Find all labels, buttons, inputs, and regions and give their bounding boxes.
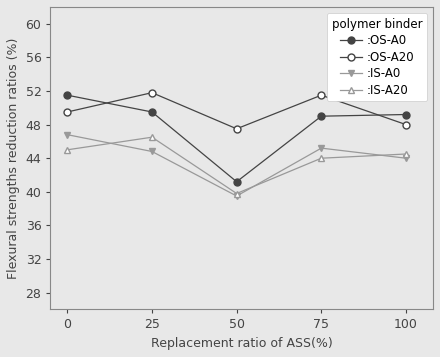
- :IS-A20: [403, 152, 409, 156]
- :OS-A0: [149, 110, 154, 114]
- :OS-A0: [319, 114, 324, 118]
- :OS-A0: [65, 93, 70, 97]
- Line: :OS-A20: :OS-A20: [64, 89, 410, 132]
- :OS-A20: [403, 122, 409, 127]
- X-axis label: Replacement ratio of ASS(%): Replacement ratio of ASS(%): [151, 337, 333, 350]
- :OS-A20: [319, 93, 324, 97]
- Line: :IS-A0: :IS-A0: [64, 131, 410, 200]
- :IS-A0: [319, 146, 324, 150]
- Line: :IS-A20: :IS-A20: [64, 134, 410, 197]
- Y-axis label: Flexural strengths reduction ratios (%): Flexural strengths reduction ratios (%): [7, 37, 20, 279]
- :IS-A20: [319, 156, 324, 160]
- :OS-A0: [403, 112, 409, 117]
- :OS-A20: [65, 110, 70, 114]
- :IS-A0: [234, 194, 239, 198]
- :IS-A0: [403, 156, 409, 160]
- :IS-A0: [149, 149, 154, 154]
- :OS-A20: [149, 91, 154, 95]
- Legend: :OS-A0, :OS-A20, :IS-A0, :IS-A20: :OS-A0, :OS-A20, :IS-A0, :IS-A20: [327, 13, 427, 101]
- :IS-A20: [65, 148, 70, 152]
- :IS-A20: [234, 191, 239, 196]
- :IS-A20: [149, 135, 154, 139]
- :IS-A0: [65, 132, 70, 137]
- Line: :OS-A0: :OS-A0: [64, 92, 410, 185]
- :OS-A20: [234, 127, 239, 131]
- :OS-A0: [234, 180, 239, 184]
